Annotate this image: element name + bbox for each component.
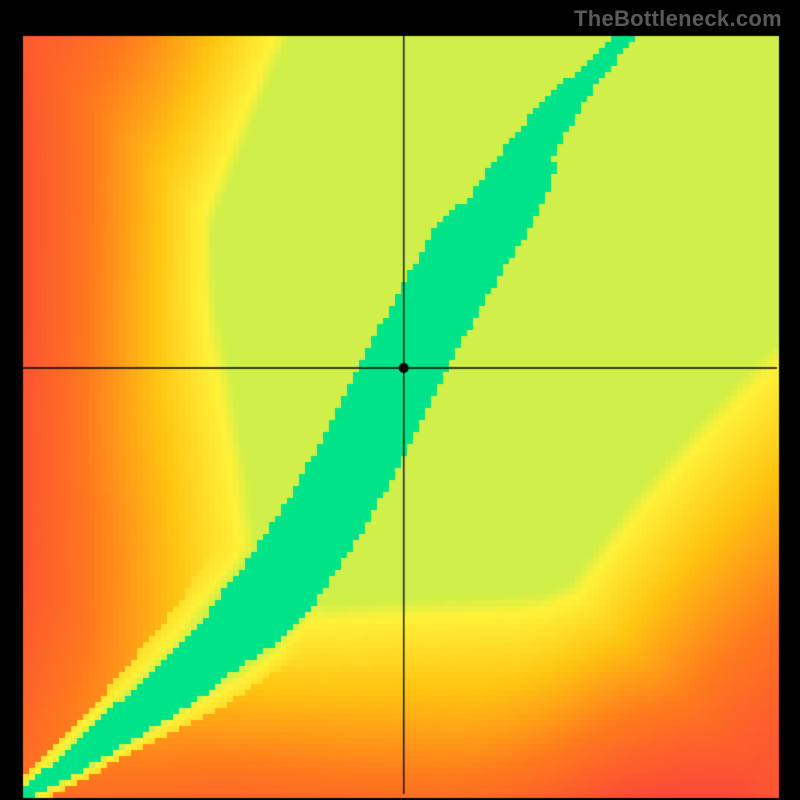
chart-container: TheBottleneck.com xyxy=(0,0,800,800)
bottleneck-heatmap xyxy=(0,0,800,800)
watermark-text: TheBottleneck.com xyxy=(574,6,782,32)
